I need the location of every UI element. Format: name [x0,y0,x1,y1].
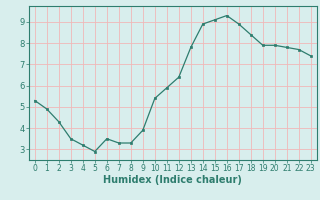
X-axis label: Humidex (Indice chaleur): Humidex (Indice chaleur) [103,175,242,185]
